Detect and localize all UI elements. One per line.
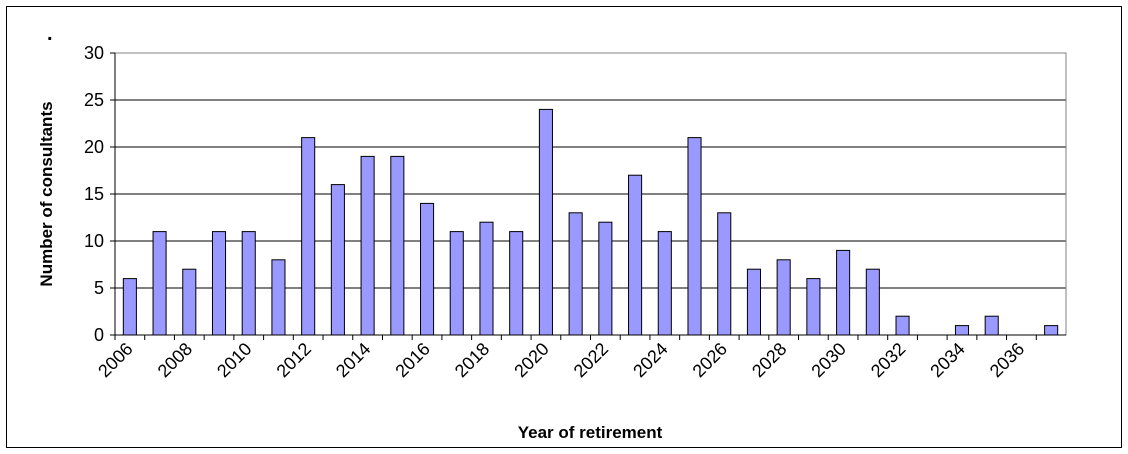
bar-2018: [480, 222, 493, 335]
bar-2024: [658, 232, 671, 335]
y-tick-label: 10: [84, 231, 104, 251]
x-tick-label: 2018: [451, 339, 493, 381]
x-tick-label: 2014: [332, 339, 374, 381]
x-tick-label: 2020: [510, 339, 552, 381]
bar-2009: [212, 232, 225, 335]
gridlines: [115, 53, 1066, 288]
bar-2020: [539, 109, 552, 335]
x-axis-title: Year of retirement: [518, 423, 663, 442]
bar-2035: [985, 316, 998, 335]
bar-2023: [629, 175, 642, 335]
y-tick-label: 25: [84, 90, 104, 110]
bar-2008: [183, 269, 196, 335]
bar-2026: [718, 213, 731, 335]
bar-2013: [331, 185, 344, 335]
x-tick-label: 2006: [94, 339, 136, 381]
y-tick-label: 15: [84, 184, 104, 204]
corner-mark: .: [47, 23, 53, 45]
bar-2028: [777, 260, 790, 335]
bar-2031: [866, 269, 879, 335]
bar-2022: [599, 222, 612, 335]
x-tick-label: 2008: [154, 339, 196, 381]
y-tick-label: 0: [94, 325, 104, 345]
bar-2015: [391, 156, 404, 335]
x-tick-label: 2016: [391, 339, 433, 381]
bar-2016: [421, 203, 434, 335]
bar-2006: [123, 279, 136, 335]
y-tick-labels: 0 5 10 15 20 25 30: [84, 43, 115, 345]
x-tick-label: 2012: [273, 339, 315, 381]
y-axis-title: Number of consultants: [37, 101, 56, 286]
bar-2030: [837, 250, 850, 335]
x-tick-label: 2036: [986, 339, 1028, 381]
bar-2021: [569, 213, 582, 335]
bar-2025: [688, 138, 701, 335]
bar-2014: [361, 156, 374, 335]
bar-2007: [153, 232, 166, 335]
y-tick-label: 30: [84, 43, 104, 63]
bar-2019: [510, 232, 523, 335]
x-tick-label: 2024: [629, 339, 671, 381]
bar-2010: [242, 232, 255, 335]
x-tick-label: 2030: [807, 339, 849, 381]
bar-2011: [272, 260, 285, 335]
x-tick-label: 2022: [570, 339, 612, 381]
bar-2037: [1045, 326, 1058, 335]
bar-2029: [807, 279, 820, 335]
x-tick-label: 2032: [867, 339, 909, 381]
bar-2027: [747, 269, 760, 335]
y-tick-label: 5: [94, 278, 104, 298]
x-tick-labels: 2006 2008 2010 2012 2014 2016 2018 2020 2022 2024…: [94, 335, 1036, 381]
x-tick-label: 2028: [748, 339, 790, 381]
x-tick-label: 2026: [689, 339, 731, 381]
bar-2032: [896, 316, 909, 335]
bar-2017: [450, 232, 463, 335]
x-tick-label: 2034: [926, 339, 968, 381]
bar-2034: [955, 326, 968, 335]
bars: [123, 109, 1057, 335]
y-tick-label: 20: [84, 137, 104, 157]
x-tick-label: 2010: [213, 339, 255, 381]
bar-2012: [302, 138, 315, 335]
